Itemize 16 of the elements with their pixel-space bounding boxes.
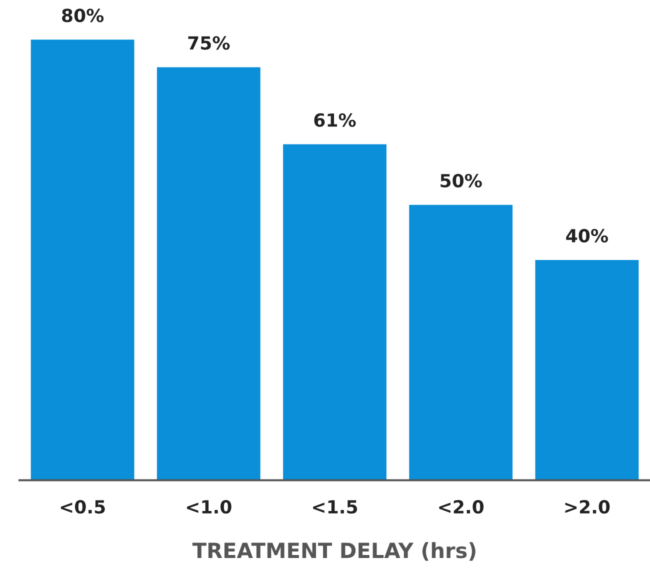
data-label: 40% <box>566 228 608 243</box>
bar <box>409 204 513 480</box>
x-axis-title: TREATMENT DELAY (hrs) <box>192 542 476 561</box>
bar <box>30 40 134 480</box>
x-tick-label: <1.0 <box>187 500 232 514</box>
data-label: 75% <box>188 36 230 50</box>
data-label: 80% <box>62 8 104 22</box>
x-tick-label: <1.5 <box>313 500 358 514</box>
data-label: 61% <box>314 113 356 127</box>
bar <box>156 67 260 480</box>
data-label: 50% <box>440 174 482 188</box>
x-tick-label: <0.5 <box>60 500 105 514</box>
x-tick-label: <2.0 <box>439 500 484 514</box>
bar <box>535 260 639 480</box>
bar <box>283 144 386 480</box>
x-tick-label: >2.0 <box>565 500 610 514</box>
